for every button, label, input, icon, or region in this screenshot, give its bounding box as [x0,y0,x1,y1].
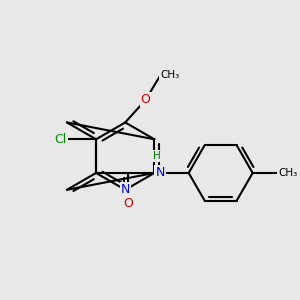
Text: Cl: Cl [55,133,67,146]
Text: CH₃: CH₃ [160,70,179,80]
Text: O: O [123,197,133,210]
Text: H: H [153,151,161,161]
Text: CH₃: CH₃ [278,168,297,178]
Text: N: N [121,183,130,196]
Text: O: O [141,94,151,106]
Text: N: N [155,167,165,179]
